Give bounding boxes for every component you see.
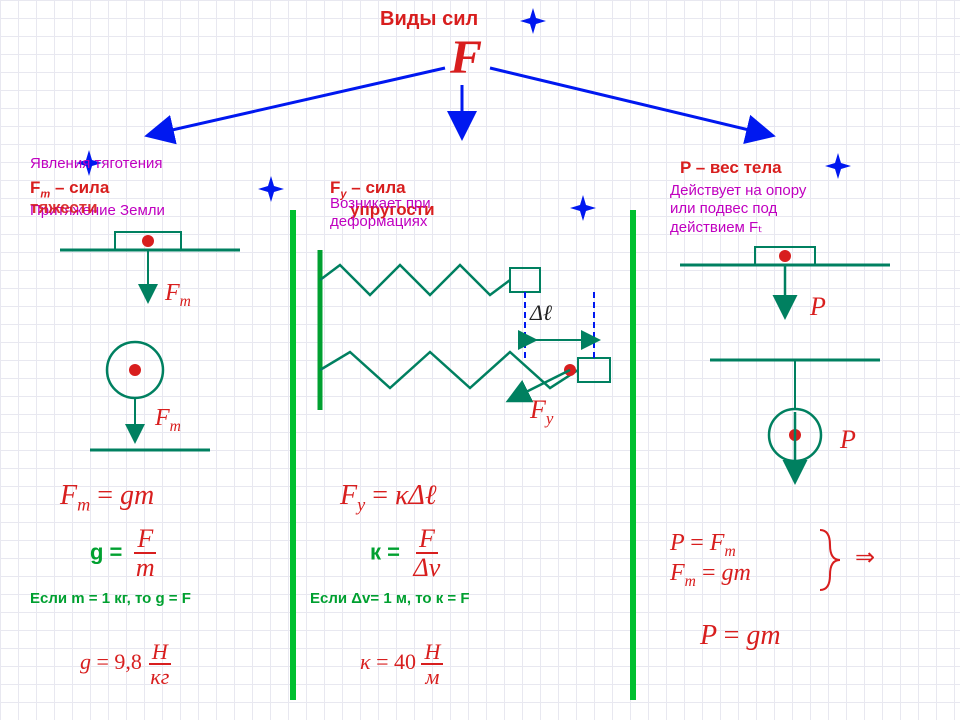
left-label-fm1: Fm [165,280,191,311]
left-diagram-ball [80,335,220,475]
right-diagram-surface [680,245,900,345]
right-note-1: Действует на опору [670,182,806,199]
mid-formula-main: Fy = κΔℓ [340,480,437,516]
right-diagram-hang [700,350,900,510]
left-formula-main: Fm = gm [60,480,154,516]
left-subhead-2: тяжести [30,198,98,218]
right-note-2: или подвес под [670,200,777,217]
right-note-3: действием Fₜ [670,218,763,236]
left-subhead-F: F [30,178,40,197]
mid-cond: Если Δv= 1 м, то к = F [310,590,560,607]
right-formula-p1: P = Fm [670,530,736,561]
mid-note-1b: деформациях [330,213,427,230]
left-note-1: Явления тяготения [30,155,162,172]
right-formula-p3: P = gm [700,620,781,652]
divider-1 [290,210,296,700]
right-label-P1: P [810,292,826,322]
left-formula-g: g = F m [90,525,158,582]
mid-formula-k: к = F Δv [370,525,443,582]
mid-const-k: κ = 40 Н м [360,640,443,688]
left-label-fm2: Fm [155,405,181,436]
mid-label-fy: Fy [530,395,553,429]
divider-2 [630,210,636,700]
mid-note-1a: Возникает при [330,195,431,212]
left-diagram-surface [60,230,250,330]
left-const-g: g = 9,8 Н кг [80,640,172,688]
left-subhead-text: – сила [50,178,109,197]
left-cond: Если m = 1 кг, то g = F [30,590,260,607]
implies-icon: ⇒ [855,543,875,572]
right-formula-p2: Fm = gm [670,560,751,591]
mid-label-dl: Δℓ [530,300,552,326]
right-subhead: P – вес тела [680,158,782,178]
right-label-P2: P [840,425,856,455]
mid-diagram-spring [310,240,630,450]
